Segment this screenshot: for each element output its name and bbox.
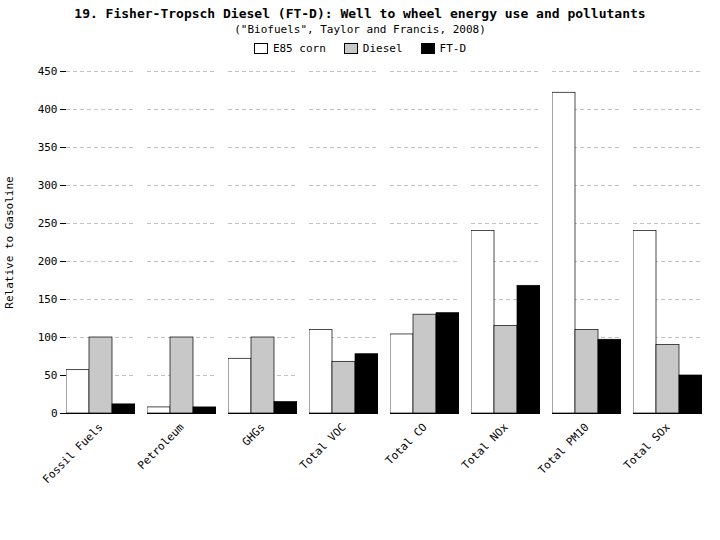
svg-text:150: 150 <box>38 293 58 306</box>
svg-text:Fossil Fuels: Fossil Fuels <box>40 421 105 486</box>
svg-text:Total NOx: Total NOx <box>459 420 511 472</box>
svg-text:Total CO: Total CO <box>383 421 430 468</box>
svg-text:GHGs: GHGs <box>240 421 268 449</box>
html-text:FT-D: FT-D <box>439 42 467 55</box>
svg-text:400: 400 <box>38 103 58 116</box>
svg-text:0: 0 <box>51 407 58 420</box>
svg-text:350: 350 <box>38 141 58 154</box>
html-text:E85 corn: E85 corn <box>272 42 326 55</box>
html-text:Diesel: Diesel <box>362 42 403 55</box>
svg-text:50: 50 <box>44 369 57 382</box>
html-text:("Biofuels", Taylor and Franci: ("Biofuels", Taylor and Francis, 2008) <box>234 23 486 36</box>
svg-text:Total VOC: Total VOC <box>297 421 348 472</box>
svg-text:300: 300 <box>38 179 58 192</box>
svg-text:Petroleum: Petroleum <box>135 420 187 472</box>
html-text:19. Fisher-Tropsch Diesel (FT-: 19. Fisher-Tropsch Diesel (FT-D): Well t… <box>74 6 646 21</box>
svg-text:450: 450 <box>38 65 58 78</box>
svg-text:100: 100 <box>38 331 58 344</box>
svg-text:200: 200 <box>38 255 58 268</box>
svg-text:250: 250 <box>38 217 58 230</box>
svg-text:Total SOx: Total SOx <box>621 420 673 472</box>
svg-text:Total PM10: Total PM10 <box>536 421 592 477</box>
svg-text:Relative to Gasoline: Relative to Gasoline <box>3 176 16 308</box>
